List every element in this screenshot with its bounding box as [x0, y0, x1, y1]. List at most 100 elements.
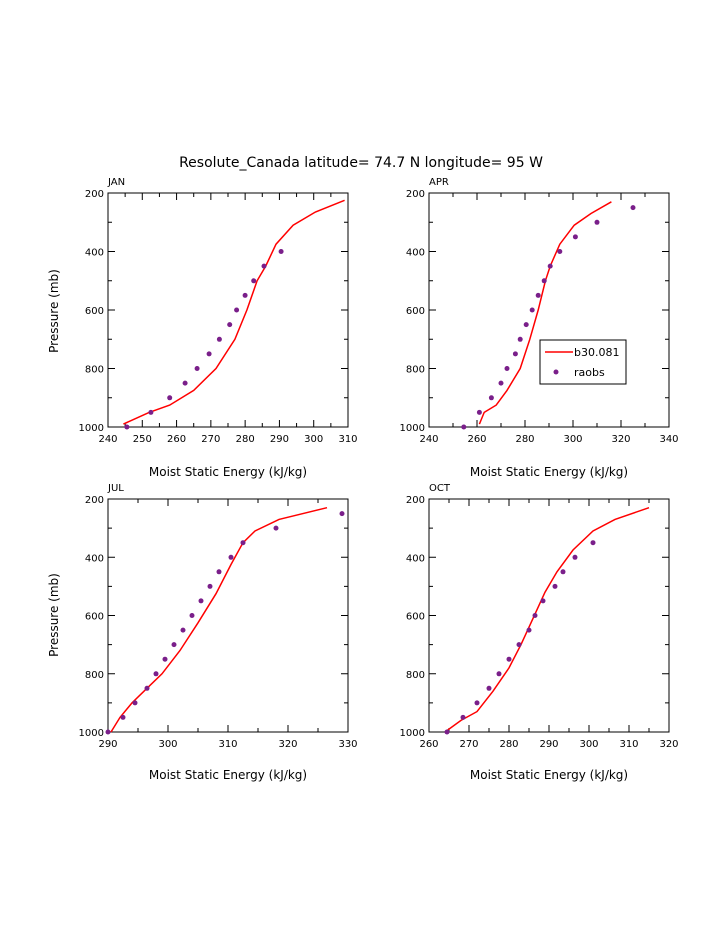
- raobs-point: [167, 395, 173, 401]
- raobs-point: [560, 569, 566, 575]
- x-tick-label: 240: [98, 434, 117, 445]
- raobs-point: [162, 656, 168, 662]
- chart-jan: JAN Moist Static Energy (kJ/kg) Pressure…: [47, 177, 358, 479]
- raobs-point: [516, 642, 522, 648]
- panel-label-jan: JAN: [107, 177, 125, 188]
- raobs-point: [461, 424, 467, 430]
- raobs-point: [552, 583, 558, 589]
- raobs-point: [444, 729, 450, 735]
- y-tick-label: 800: [406, 365, 425, 376]
- legend-line-label: b30.081: [574, 346, 619, 359]
- x-tick-label: 250: [133, 434, 152, 445]
- y-tick-label: 800: [85, 670, 104, 681]
- y-tick-label: 400: [85, 248, 104, 259]
- x-tick-label: 310: [218, 739, 237, 750]
- x-tick-label: 270: [201, 434, 220, 445]
- raobs-point: [512, 351, 518, 357]
- raobs-point: [590, 540, 596, 546]
- y-axis-title-jul: Pressure (mb): [47, 573, 61, 657]
- y-tick-label: 600: [406, 612, 425, 623]
- raobs-point: [498, 380, 504, 386]
- raobs-point: [234, 307, 240, 313]
- x-tick-label: 320: [611, 434, 630, 445]
- raobs-point: [572, 554, 578, 560]
- model-line-jan: [123, 199, 345, 425]
- plot-frame-jan: [107, 192, 349, 428]
- panel-label-oct: OCT: [429, 483, 451, 494]
- x-axis-title-oct: Moist Static Energy (kJ/kg): [470, 768, 628, 782]
- raobs-point: [526, 627, 532, 633]
- legend-box: [539, 339, 627, 385]
- x-tick-label: 300: [158, 739, 177, 750]
- plot-frame-apr: [428, 192, 670, 428]
- x-tick-label: 310: [338, 434, 357, 445]
- raobs-point: [486, 685, 492, 691]
- raobs-point: [460, 714, 466, 720]
- panel-label-apr: APR: [429, 177, 449, 188]
- x-tick-label: 320: [278, 739, 297, 750]
- panel-label-jul: JUL: [107, 483, 124, 494]
- chart-oct: OCT Moist Static Energy (kJ/kg) 260 270 28…: [400, 483, 679, 782]
- raobs-point: [148, 409, 154, 415]
- y-tick-label: 200: [406, 495, 425, 506]
- y-tick-label: 600: [85, 306, 104, 317]
- y-axis-title-jan: Pressure (mb): [47, 269, 61, 353]
- x-tick-label: 260: [419, 739, 438, 750]
- chart-apr: APR Moist Static Energy (kJ/kg) b30.081 …: [400, 177, 679, 479]
- raobs-point: [535, 292, 541, 298]
- legend-marker-label: raobs: [574, 366, 605, 379]
- x-tick-label: 270: [459, 739, 478, 750]
- raobs-point: [182, 380, 188, 386]
- y-tick-label: 1000: [79, 423, 104, 434]
- legend: b30.081 raobs: [539, 339, 627, 385]
- raobs-point: [339, 511, 345, 517]
- y-tick-label: 1000: [400, 423, 425, 434]
- raobs-point: [540, 598, 546, 604]
- x-tick-label: 310: [619, 739, 638, 750]
- y-tick-label: 200: [406, 189, 425, 200]
- x-tick-label: 300: [304, 434, 323, 445]
- y-tick-label: 600: [85, 612, 104, 623]
- raobs-point: [504, 366, 510, 371]
- raobs-point: [120, 714, 126, 720]
- y-tick-label: 200: [85, 189, 104, 200]
- x-tick-label: 280: [515, 434, 534, 445]
- y-tick-label: 1000: [79, 728, 104, 739]
- raobs-point: [144, 685, 150, 691]
- x-tick-label: 290: [98, 739, 117, 750]
- raobs-point: [227, 322, 233, 328]
- y-tick-label: 400: [406, 248, 425, 259]
- x-axis-title-jan: Moist Static Energy (kJ/kg): [149, 465, 307, 479]
- y-tick-label: 400: [406, 553, 425, 564]
- x-tick-label: 280: [236, 434, 255, 445]
- raobs-point: [180, 627, 186, 633]
- y-tick-label: 400: [85, 553, 104, 564]
- plot-frame-jul: [107, 498, 349, 733]
- raobs-point: [630, 205, 636, 211]
- x-tick-label: 340: [659, 434, 678, 445]
- raobs-point: [240, 540, 246, 546]
- raobs-point: [496, 671, 502, 677]
- x-axis-title-jul: Moist Static Energy (kJ/kg): [149, 768, 307, 782]
- raobs-point: [171, 642, 177, 648]
- x-tick-label: 260: [467, 434, 486, 445]
- x-tick-label: 290: [539, 739, 558, 750]
- x-tick-label: 260: [167, 434, 186, 445]
- raobs-point: [523, 322, 529, 328]
- model-line-apr: [478, 201, 612, 425]
- raobs-point: [261, 263, 267, 269]
- raobs-point: [228, 554, 234, 560]
- raobs-point: [476, 409, 482, 415]
- x-tick-label: 240: [419, 434, 438, 445]
- x-axis-title-apr: Moist Static Energy (kJ/kg): [470, 465, 628, 479]
- x-tick-label: 300: [579, 739, 598, 750]
- raobs-point: [547, 263, 553, 269]
- y-tick-label: 800: [85, 365, 104, 376]
- x-tick-label: 320: [659, 739, 678, 750]
- legend-marker-swatch: [553, 369, 559, 375]
- raobs-point: [488, 395, 494, 401]
- raobs-point: [242, 292, 248, 298]
- raobs-point: [198, 598, 204, 604]
- x-tick-label: 290: [270, 434, 289, 445]
